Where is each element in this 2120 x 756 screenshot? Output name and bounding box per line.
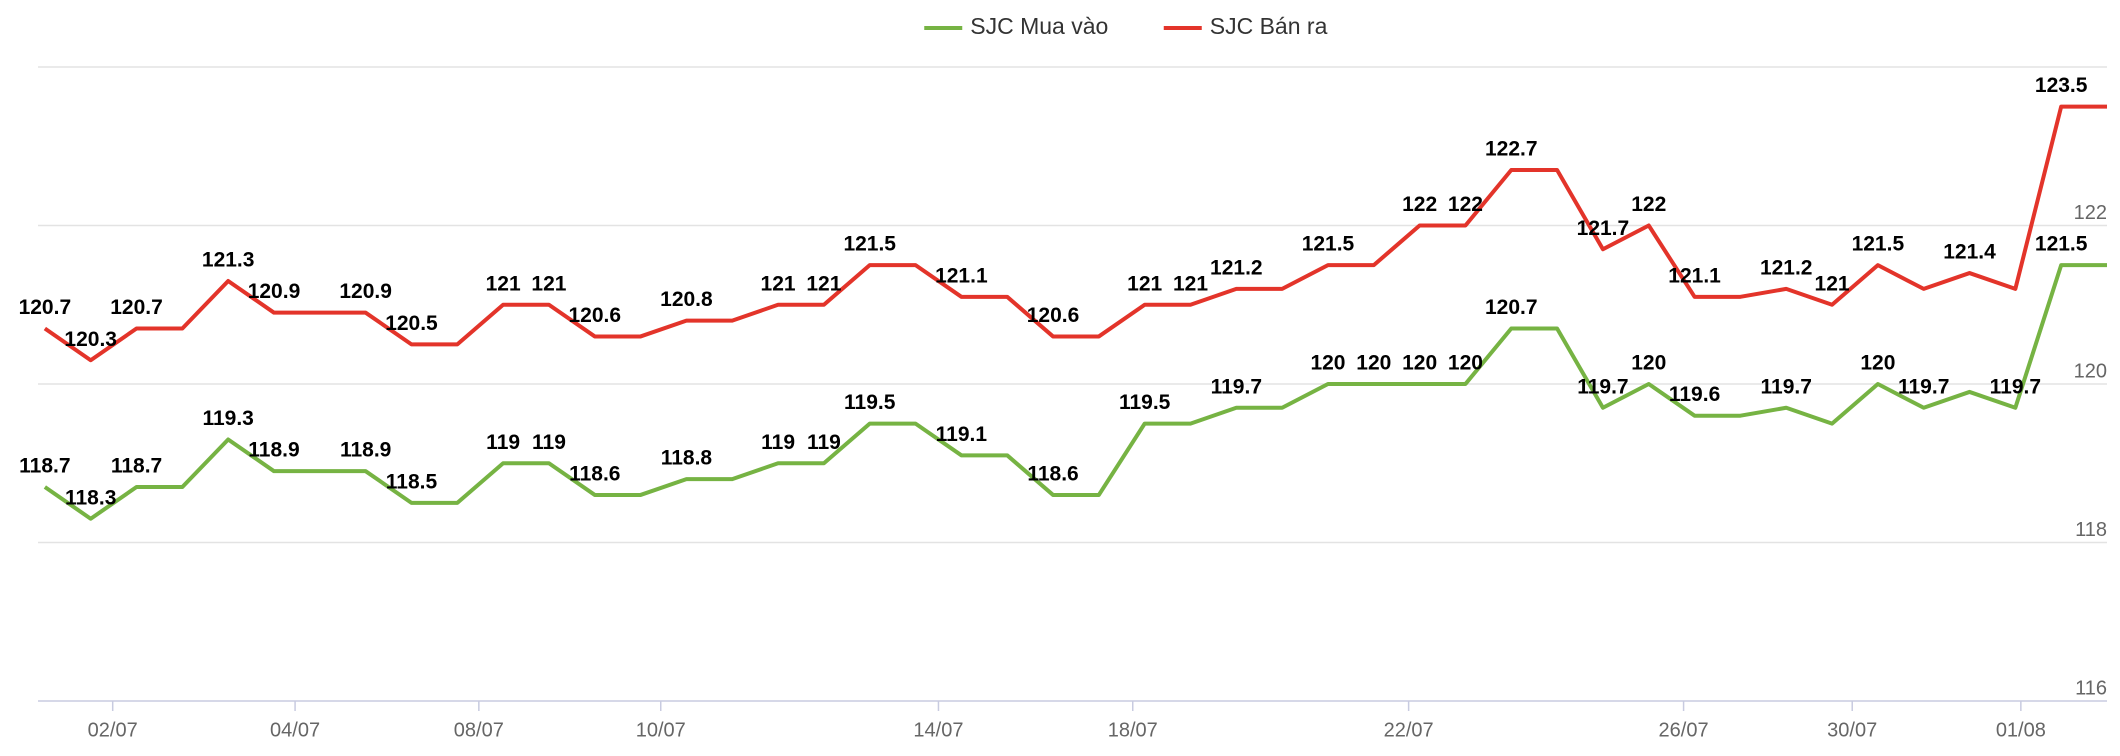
data-label: 121 <box>806 272 841 295</box>
legend-label: SJC Bán ra <box>1210 13 1328 39</box>
data-label: 121.4 <box>1943 241 1996 264</box>
data-label: 121.5 <box>843 233 896 256</box>
y-tick-label: 116 <box>2075 677 2107 699</box>
x-tick-label: 14/07 <box>913 719 963 741</box>
series-line <box>43 263 2107 521</box>
x-tick-label: 10/07 <box>636 719 686 741</box>
data-label: 122.7 <box>1485 138 1538 161</box>
data-label: 120.6 <box>568 304 621 327</box>
data-label: 120 <box>1448 352 1483 375</box>
data-label: 119.5 <box>1119 391 1171 414</box>
data-label: 118.3 <box>65 486 116 509</box>
x-tick-label: 02/07 <box>88 719 138 741</box>
data-label: 121.2 <box>1210 256 1263 279</box>
x-tick-label: 08/07 <box>454 719 504 741</box>
data-label: 120.9 <box>248 280 301 303</box>
data-label: 119 <box>807 431 841 454</box>
x-tick-label: 22/07 <box>1384 719 1434 741</box>
data-label: 121.7 <box>1577 217 1630 240</box>
x-tick-label: 30/07 <box>1827 719 1877 741</box>
data-label: 118.5 <box>386 470 438 493</box>
data-label: 119.6 <box>1669 383 1720 406</box>
data-label: 121.1 <box>1668 264 1721 287</box>
data-label: 118.9 <box>248 439 299 462</box>
data-label: 119.7 <box>1761 375 1812 398</box>
data-label: 118.7 <box>19 455 70 478</box>
data-label: 121 <box>761 272 796 295</box>
data-label: 120 <box>1402 352 1437 375</box>
data-label: 119 <box>761 431 795 454</box>
data-label: 120.7 <box>19 296 72 319</box>
data-label: 118.8 <box>661 447 713 470</box>
data-label: 122 <box>1631 193 1666 216</box>
data-label: 122 <box>1448 193 1483 216</box>
data-label: 120 <box>1631 352 1666 375</box>
x-tick-label: 01/08 <box>1996 719 2046 741</box>
data-label: 121.2 <box>1760 256 1813 279</box>
data-label: 120.9 <box>339 280 392 303</box>
data-label: 120.7 <box>110 296 163 319</box>
data-label: 118.6 <box>569 462 620 485</box>
data-label: 121 <box>1815 272 1850 295</box>
data-label: 121 <box>1127 272 1162 295</box>
data-label: 121 <box>1173 272 1208 295</box>
data-label: 120 <box>1310 352 1345 375</box>
data-label: 119 <box>532 431 566 454</box>
data-label: 122 <box>1402 193 1437 216</box>
data-label: 120.3 <box>64 328 117 351</box>
x-tick-label: 04/07 <box>270 719 320 741</box>
data-label: 120.6 <box>1027 304 1080 327</box>
data-label: 120.8 <box>660 288 713 311</box>
data-label: 121 <box>486 272 521 295</box>
data-label: 121.5 <box>2035 233 2088 256</box>
data-label: 119.5 <box>844 391 896 414</box>
data-label: 120.5 <box>385 312 438 335</box>
data-label: 119.7 <box>1211 375 1262 398</box>
x-tick-label: 26/07 <box>1659 719 1709 741</box>
y-tick-label: 118 <box>2075 519 2107 541</box>
series-line <box>43 104 2107 363</box>
data-label: 118.9 <box>340 439 391 462</box>
data-label: 123.5 <box>2035 74 2088 97</box>
data-label: 119.1 <box>936 423 988 446</box>
data-label: 121.1 <box>935 264 988 287</box>
legend-label: SJC Mua vào <box>970 13 1108 39</box>
y-tick-label: 122 <box>2074 202 2107 224</box>
data-label: 121.5 <box>1302 233 1355 256</box>
data-label: 119.7 <box>1577 375 1628 398</box>
data-label: 118.7 <box>111 455 162 478</box>
data-label: 121.3 <box>202 249 255 272</box>
x-tick-label: 18/07 <box>1108 719 1158 741</box>
data-label: 119.7 <box>1898 375 1949 398</box>
data-label: 119.7 <box>1990 375 2041 398</box>
data-label: 119 <box>486 431 520 454</box>
data-label: 120.7 <box>1485 296 1538 319</box>
data-label: 120 <box>1860 352 1895 375</box>
data-label: 120 <box>1356 352 1391 375</box>
data-label: 119.3 <box>202 407 253 430</box>
data-label: 121 <box>531 272 566 295</box>
data-label: 121.5 <box>1852 233 1905 256</box>
y-tick-label: 120 <box>2074 360 2107 382</box>
data-label: 118.6 <box>1027 462 1078 485</box>
